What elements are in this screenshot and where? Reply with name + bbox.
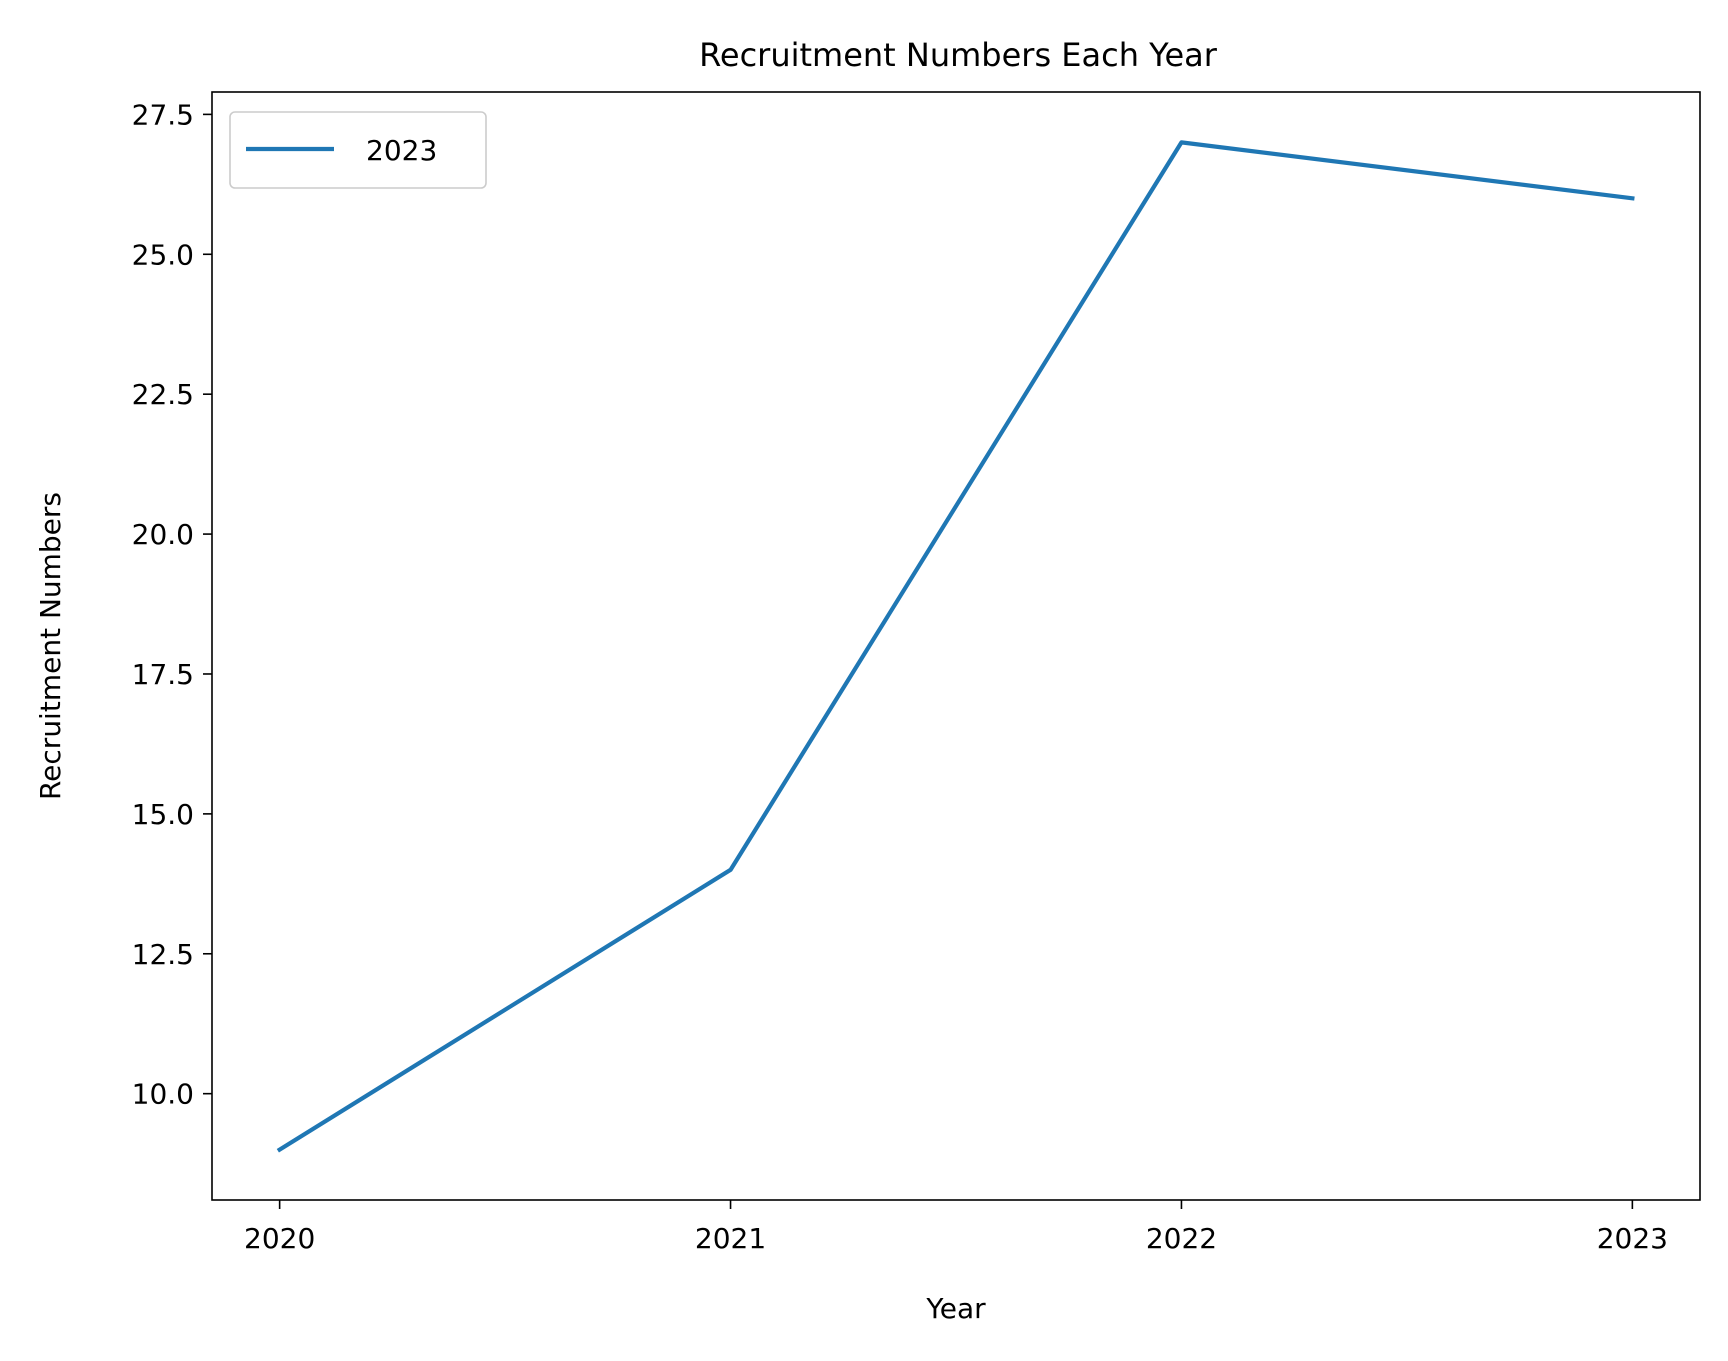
- y-tick-label: 27.5: [132, 98, 194, 131]
- plot-area: [212, 92, 1700, 1200]
- y-tick-label: 20.0: [132, 518, 194, 551]
- series-line-2023: [276, 140, 1635, 1153]
- series-layer: [276, 140, 1635, 1153]
- y-axis-label: Recruitment Numbers: [34, 492, 67, 800]
- y-tick-label: 10.0: [132, 1078, 194, 1111]
- x-tick-label: 2021: [695, 1222, 766, 1255]
- y-tick-label: 17.5: [132, 658, 194, 691]
- ticks-layer: 10.0 12.5 15.0 17.5 20.0 22.5 25.0 27.5 2020 2021…: [132, 98, 1668, 1255]
- legend: 2023: [229, 111, 487, 189]
- y-tick-label: 25.0: [132, 238, 194, 271]
- y-tick-label: 12.5: [132, 938, 194, 971]
- legend-label: 2023: [366, 134, 437, 167]
- y-tick-label: 15.0: [132, 798, 194, 831]
- x-tick-label: 2023: [1597, 1222, 1668, 1255]
- x-axis-label: Year: [925, 1292, 986, 1325]
- x-tick-label: 2020: [244, 1222, 315, 1255]
- chart-title: Recruitment Numbers Each Year: [699, 36, 1218, 74]
- legend-frame: [229, 111, 487, 189]
- y-tick-label: 22.5: [132, 378, 194, 411]
- plot-frame: [211, 91, 1701, 1201]
- x-tick-label: 2022: [1146, 1222, 1217, 1255]
